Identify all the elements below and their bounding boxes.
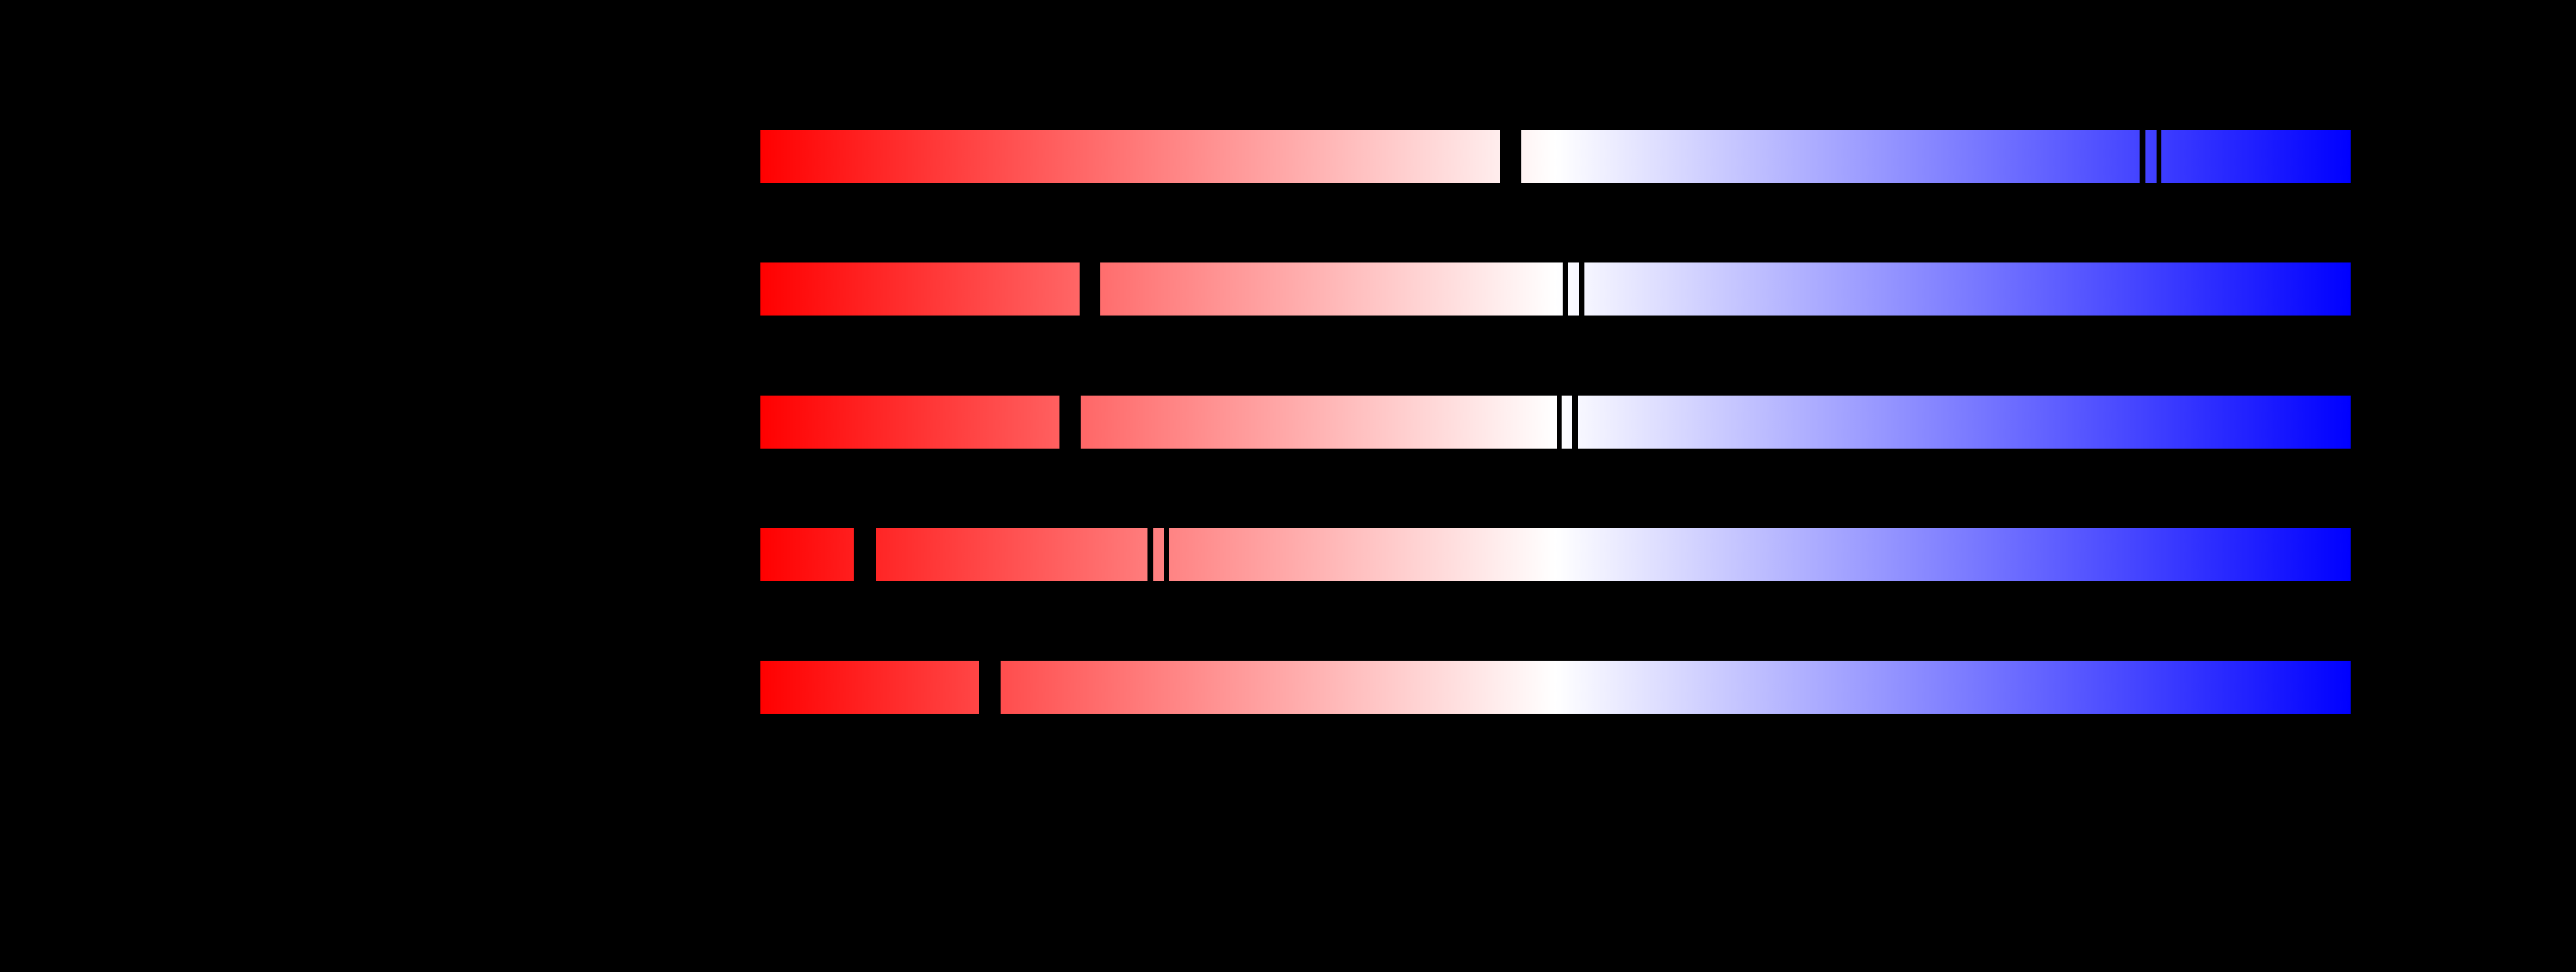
thick-marker-row-1 bbox=[1500, 130, 1521, 183]
thin-marker-row-1-2 bbox=[2157, 130, 2161, 183]
gradient-bar-row-5 bbox=[760, 661, 2351, 714]
thin-marker-row-1-1 bbox=[2140, 130, 2145, 183]
thin-marker-row-3-2 bbox=[1572, 396, 1578, 449]
thick-marker-row-4 bbox=[854, 528, 876, 581]
thin-marker-row-4-1 bbox=[1147, 528, 1153, 581]
gradient-bar-row-1 bbox=[760, 130, 2351, 183]
thin-marker-row-2-2 bbox=[1579, 262, 1584, 316]
thick-marker-row-2 bbox=[1080, 262, 1100, 316]
thick-marker-row-3 bbox=[1059, 396, 1081, 449]
gradient-bar-row-3 bbox=[760, 396, 2351, 449]
thin-marker-row-4-2 bbox=[1164, 528, 1169, 581]
thin-marker-row-3-1 bbox=[1557, 396, 1562, 449]
thin-marker-row-2-1 bbox=[1563, 262, 1568, 316]
gradient-bar-row-2 bbox=[760, 262, 2351, 316]
gradient-bar-row-4 bbox=[760, 528, 2351, 581]
thick-marker-row-5 bbox=[979, 661, 1001, 714]
plot-area bbox=[760, 130, 2351, 714]
